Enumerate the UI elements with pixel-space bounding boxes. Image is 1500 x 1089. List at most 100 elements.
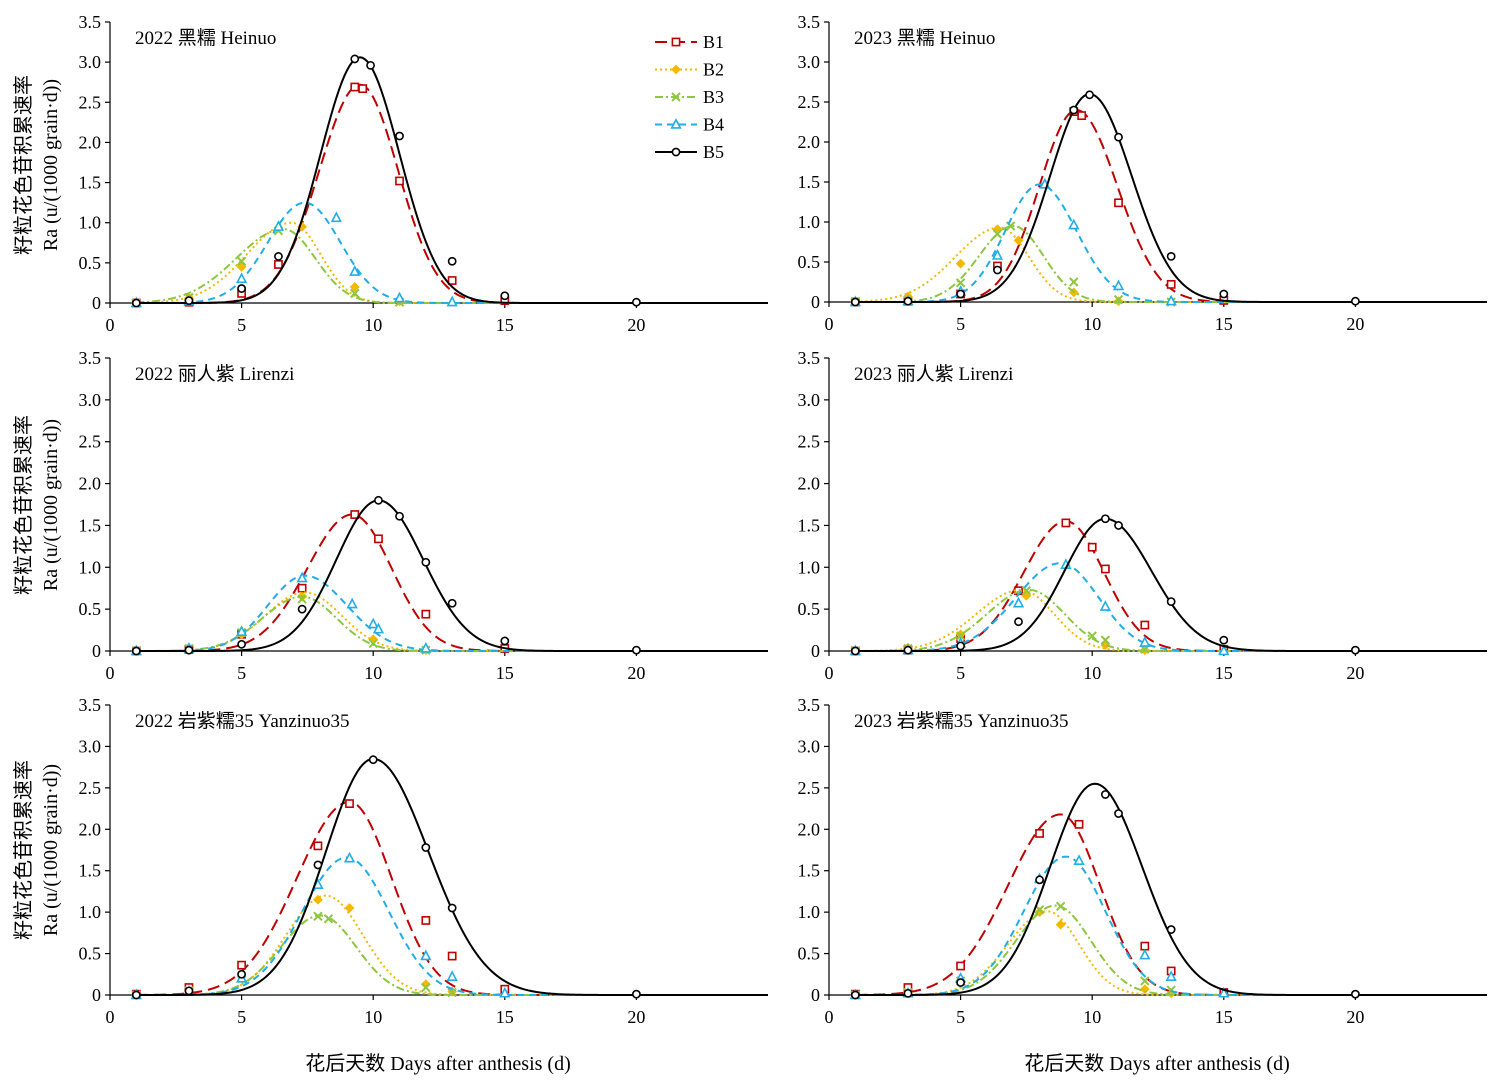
- series-line-B2: [855, 588, 1487, 652]
- data-point-B5: [1085, 90, 1094, 100]
- legend-marker: [671, 37, 681, 47]
- y-tick-label: 1.0: [79, 902, 102, 922]
- data-point-B2: [236, 261, 247, 272]
- data-point-B5: [131, 990, 141, 1000]
- data-point-B5: [368, 755, 378, 765]
- data-point-B1: [1061, 518, 1071, 528]
- data-point-B2: [1013, 235, 1024, 246]
- data-point-B5: [632, 297, 641, 307]
- y-tick-label: 0.5: [798, 599, 821, 619]
- data-point-B2: [1055, 919, 1066, 930]
- data-point-B5: [956, 978, 965, 987]
- data-point-B1: [274, 260, 283, 269]
- x-tick-label: 5: [956, 663, 965, 683]
- series-line-B1: [136, 83, 768, 304]
- chart-title: 2022 黑糯 Heinuo: [135, 27, 276, 49]
- x-tick-label: 0: [825, 663, 834, 683]
- legend-item-B2: B2: [655, 60, 724, 80]
- data-point-B4: [420, 949, 432, 961]
- series-B1: [850, 813, 1487, 999]
- data-point-B3: [323, 914, 334, 924]
- data-point-B1: [447, 951, 457, 961]
- data-point-B1: [1114, 198, 1123, 208]
- chart-panel-4: 0 0.5 1.0 1.5 2.0 2.5 3.0 3.5 0 5 10 15 20 2023 丽人紫 L…: [798, 348, 1487, 683]
- data-point-B3: [955, 278, 966, 288]
- legend-item-B1: B1: [655, 32, 724, 52]
- data-point-B4: [343, 851, 356, 863]
- data-point-B3: [1087, 631, 1097, 641]
- data-point-B5: [1069, 105, 1079, 115]
- y-axis-label-cn: 籽粒花色苷积累速率: [12, 75, 35, 255]
- x-axis-label-left: 花后天数 Days after anthesis (d): [305, 1052, 571, 1075]
- y-tick-label: 3.0: [798, 736, 821, 756]
- data-point-B3: [1100, 635, 1111, 645]
- series-line-B2: [136, 894, 768, 996]
- data-point-B1: [1100, 564, 1110, 574]
- data-point-B1: [345, 799, 354, 808]
- data-point-B5: [237, 969, 246, 979]
- data-point-B5: [313, 860, 323, 870]
- x-tick-label: 5: [237, 1007, 246, 1027]
- y-tick-label: 3.5: [798, 695, 821, 715]
- data-point-B3: [1055, 901, 1066, 912]
- series-B5: [850, 90, 1487, 307]
- y-tick-label: 0: [92, 985, 101, 1005]
- data-point-B4: [1112, 279, 1125, 291]
- chart-title: 2023 丽人紫 Lirenzi: [854, 363, 1013, 385]
- y-tick-label: 3.5: [798, 12, 821, 32]
- data-point-B4: [1099, 600, 1111, 611]
- y-tick-label: 1.0: [79, 557, 102, 577]
- data-point-B2: [1034, 907, 1045, 918]
- data-point-B1: [237, 960, 246, 970]
- series-line-B3: [855, 224, 1487, 303]
- data-point-B5: [1166, 251, 1176, 261]
- y-tick-label: 2.5: [79, 432, 102, 452]
- chart-panel-5: 0 0.5 1.0 1.5 2.0 2.5 3.0 3.5 0 5 10 15 20 2022 岩紫糯35…: [79, 695, 768, 1027]
- y-tick-label: 0.5: [79, 599, 102, 619]
- y-tick-label: 1.5: [79, 173, 102, 193]
- legend-item-B5: B5: [655, 142, 724, 162]
- x-tick-label: 20: [1346, 663, 1364, 683]
- data-point-B5: [237, 639, 246, 649]
- legend-label: B1: [703, 32, 724, 52]
- data-point-B5: [447, 598, 457, 608]
- x-tick-label: 0: [825, 1007, 834, 1027]
- data-point-B1: [1035, 829, 1044, 838]
- x-tick-label: 5: [956, 314, 965, 334]
- y-tick-label: 3.5: [798, 348, 821, 368]
- y-tick-label: 1.0: [79, 213, 102, 233]
- x-tick-label: 10: [1083, 314, 1101, 334]
- data-point-B1: [395, 176, 404, 186]
- data-point-B3: [421, 982, 431, 993]
- y-axis-label-row1: 籽粒花色苷积累速率 Ra (u/(1000 grain·d)): [12, 75, 62, 255]
- series-line-B3: [136, 228, 768, 304]
- series-line-B1: [855, 520, 1487, 652]
- data-point-B5: [374, 495, 383, 505]
- series-B3: [131, 226, 768, 308]
- data-point-B5: [184, 986, 194, 996]
- data-point-B4: [420, 641, 432, 653]
- data-point-B4: [235, 272, 248, 284]
- data-point-B5: [903, 645, 913, 655]
- data-point-B5: [632, 645, 641, 655]
- data-point-B3: [1069, 277, 1079, 287]
- y-tick-label: 2.0: [798, 474, 821, 494]
- data-point-B5: [184, 645, 194, 655]
- data-point-B5: [421, 843, 431, 852]
- legend-item-B3: B3: [655, 87, 724, 107]
- data-point-B4: [991, 249, 1004, 260]
- x-tick-label: 10: [364, 663, 382, 683]
- series-B4: [130, 201, 768, 308]
- data-point-B1: [1074, 819, 1084, 829]
- y-tick-label: 2.0: [79, 819, 102, 839]
- data-point-B4: [1139, 636, 1151, 647]
- data-point-B5: [395, 131, 404, 141]
- y-tick-label: 3.0: [798, 52, 821, 72]
- chart-panel-2: 0 0.5 1.0 1.5 2.0 2.5 3.0 3.5 0 5 10 15 20 2023 黑糯 He…: [798, 12, 1487, 334]
- x-tick-label: 10: [364, 315, 382, 335]
- data-point-B5: [500, 291, 510, 301]
- data-point-B4: [367, 617, 379, 629]
